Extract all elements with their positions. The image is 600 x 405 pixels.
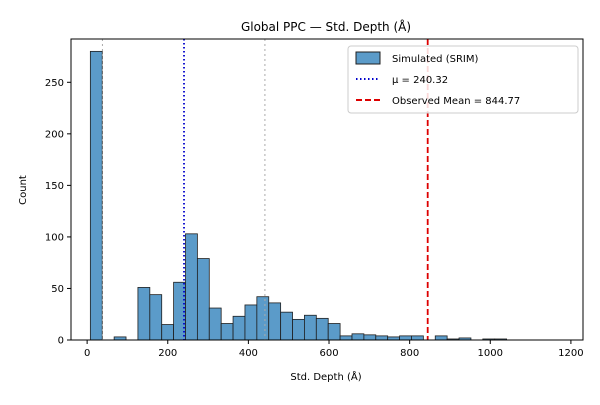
histogram-bar (411, 335, 424, 341)
histogram-bar (434, 335, 448, 341)
x-tick-label: 1200 (558, 348, 583, 359)
x-axis-label: Std. Depth (Å) (290, 370, 361, 383)
y-tick-label: 200 (45, 129, 64, 140)
histogram-bar (292, 318, 305, 341)
y-tick-label: 150 (45, 181, 64, 192)
chart-title: Global PPC — Std. Depth (Å) (241, 19, 411, 34)
x-tick-label: 800 (400, 348, 419, 359)
x-tick-label: 0 (84, 348, 90, 359)
y-tick-label: 250 (45, 78, 64, 89)
histogram-bar (304, 314, 317, 341)
histogram-bar (327, 323, 341, 341)
y-tick-label: 50 (51, 284, 64, 295)
histogram-bar (399, 335, 412, 341)
histogram-bar (208, 307, 222, 341)
histogram-bar (268, 302, 282, 341)
histogram-bar (315, 317, 329, 341)
y-axis-label: Count (18, 175, 29, 205)
y-tick-label: 0 (58, 336, 64, 347)
y-axis-ticks: 0 50 100 150 200 250 (45, 78, 71, 347)
x-tick-label: 200 (158, 348, 177, 359)
histogram-bar (149, 294, 163, 341)
x-tick-label: 1000 (478, 348, 503, 359)
histogram-bar (351, 333, 365, 341)
y-tick-label: 100 (45, 232, 64, 243)
histogram-bar (137, 287, 151, 341)
histogram-bar (232, 315, 246, 341)
x-tick-label: 400 (239, 348, 258, 359)
x-tick-label: 600 (319, 348, 338, 359)
legend-label-observed: Observed Mean = 844.77 (392, 96, 520, 107)
histogram-bar (363, 334, 377, 341)
histogram-bar (375, 335, 389, 341)
histogram-bar (196, 258, 210, 341)
legend: Simulated (SRIM) μ = 240.32 Observed Mea… (347, 45, 579, 114)
plot-frame (70, 38, 584, 341)
x-axis-ticks: 0 200 400 600 800 1000 1200 (84, 340, 584, 359)
histogram-bar (89, 50, 103, 341)
histogram-bar (280, 311, 293, 341)
histogram-bars (89, 50, 508, 341)
legend-label-simulated: Simulated (SRIM) (392, 54, 478, 65)
legend-label-mean: μ = 240.32 (392, 75, 448, 86)
legend-box (347, 45, 579, 114)
histogram-bar (185, 233, 198, 341)
histogram-bar (339, 335, 353, 341)
legend-swatch-simulated (355, 51, 381, 65)
histogram-bar (220, 323, 234, 341)
histogram-bar (256, 296, 270, 341)
plot-area (70, 38, 584, 341)
histogram-bar (244, 304, 258, 341)
histogram-bar (161, 324, 175, 341)
